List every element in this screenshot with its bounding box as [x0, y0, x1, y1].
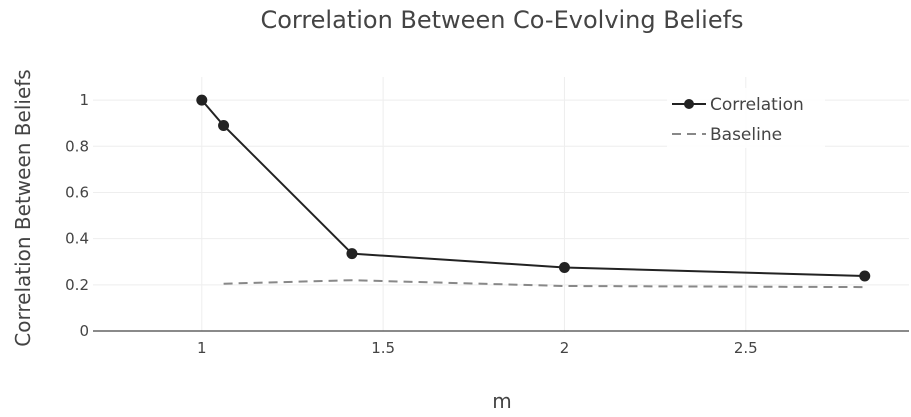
legend: Correlation Baseline [667, 88, 825, 148]
chart-title: Correlation Between Co-Evolving Beliefs [260, 6, 743, 34]
x-tick-label: 2 [560, 339, 570, 357]
y-tick-label: 0.8 [65, 137, 89, 155]
series-point-correlation [218, 119, 230, 131]
x-tick-label: 2.5 [734, 339, 758, 357]
series-point-correlation [558, 262, 570, 273]
x-tick-label: 1.5 [371, 339, 395, 357]
series-point-correlation [196, 94, 208, 106]
legend-background [667, 88, 825, 148]
y-tick-label: 0.6 [65, 183, 89, 201]
legend-label-correlation: Correlation [710, 95, 804, 115]
y-tick-label: 0.2 [65, 276, 89, 294]
y-tick-label: 1 [79, 91, 89, 109]
series-layer [196, 94, 871, 289]
legend-label-baseline: Baseline [710, 125, 782, 145]
legend-marker-correlation [684, 99, 694, 109]
x-tick-label: 1 [197, 339, 207, 357]
y-tick-label: 0.4 [65, 230, 89, 248]
series-line-baseline [223, 279, 865, 289]
grid-layer [93, 77, 909, 331]
y-axis-label: Correlation Between Beliefs [11, 69, 35, 346]
series-point-correlation [346, 248, 358, 260]
x-axis-label: m [492, 389, 511, 413]
axis-layer: 0 0.2 0.4 0.6 0.8 1 1 1.5 2 2.5 [65, 91, 909, 357]
series-point-correlation [859, 270, 871, 282]
y-tick-label: 0 [79, 322, 89, 340]
